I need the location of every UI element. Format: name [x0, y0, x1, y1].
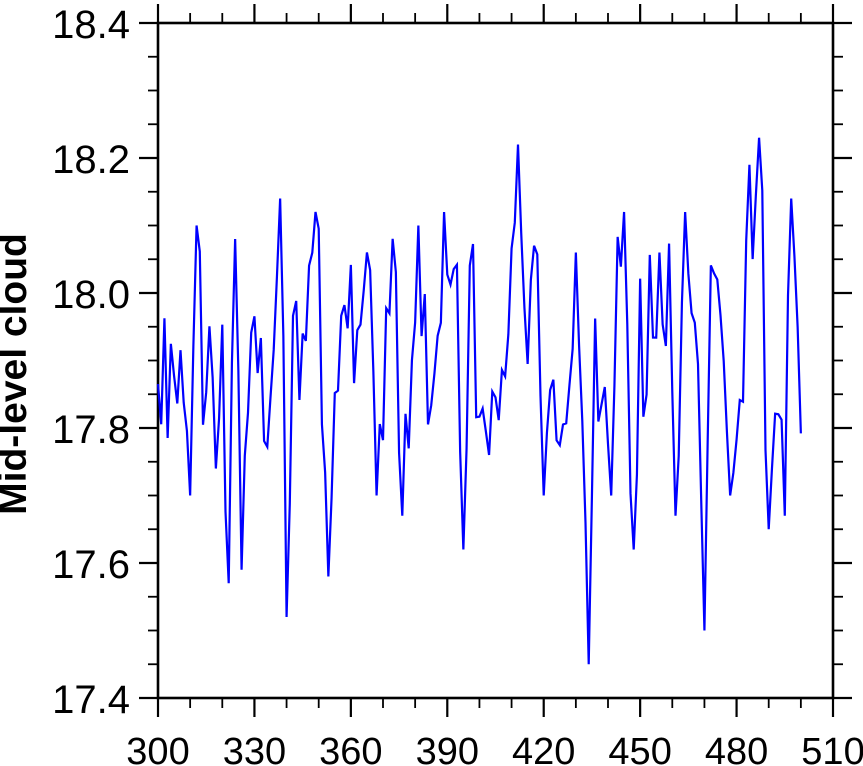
svg-text:18.2: 18.2 — [52, 138, 130, 182]
svg-text:17.8: 17.8 — [52, 408, 130, 452]
svg-text:Mid-level cloud: Mid-level cloud — [0, 233, 35, 515]
svg-text:18.0: 18.0 — [52, 273, 130, 317]
svg-text:510: 510 — [801, 731, 863, 766]
svg-text:360: 360 — [319, 731, 382, 766]
svg-text:390: 390 — [416, 731, 479, 766]
svg-text:450: 450 — [608, 731, 671, 766]
svg-text:300: 300 — [126, 731, 189, 766]
svg-text:17.6: 17.6 — [52, 543, 130, 587]
svg-text:17.4: 17.4 — [52, 678, 130, 722]
svg-text:480: 480 — [705, 731, 768, 766]
svg-text:330: 330 — [223, 731, 286, 766]
svg-text:420: 420 — [512, 731, 575, 766]
svg-text:18.4: 18.4 — [52, 3, 130, 47]
